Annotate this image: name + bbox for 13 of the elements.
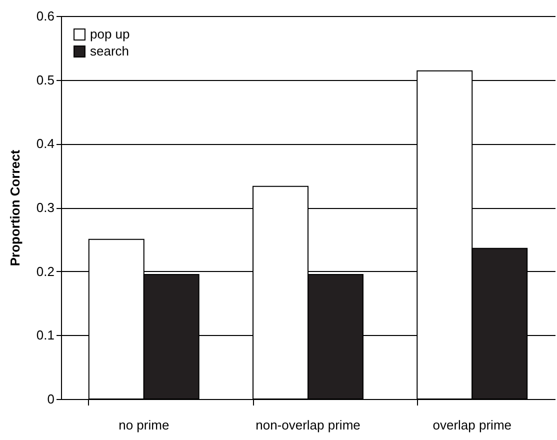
y-tick-label: 0.4 xyxy=(36,136,54,152)
y-tick-label: 0.5 xyxy=(36,72,54,88)
x-tick-label: non-overlap prime xyxy=(256,418,360,432)
y-axis-title: Proportion Correct xyxy=(7,149,22,266)
legend-label: search xyxy=(90,44,130,58)
y-tick-label: 0.2 xyxy=(36,264,54,279)
y-tick-label: 0 xyxy=(47,392,54,406)
y-tick-label: 0.6 xyxy=(36,8,54,24)
y-tick-label: 0.1 xyxy=(36,328,54,343)
x-tick-label: overlap prime xyxy=(432,418,512,432)
legend-label: pop up xyxy=(90,26,130,42)
x-tick-label: no prime xyxy=(118,418,170,432)
y-tick-label: 0.3 xyxy=(36,200,54,215)
